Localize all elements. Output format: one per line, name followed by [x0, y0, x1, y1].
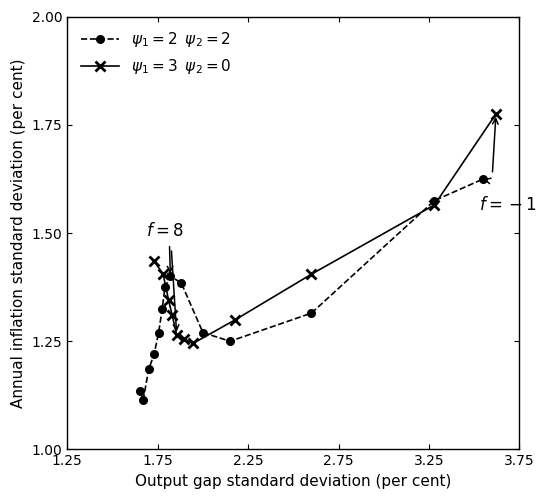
$\psi_1 = 2 \;\; \psi_2 = 2$ — [178, 280, 185, 286]
$\psi_1 = 3 \;\; \psi_2 = 0$ — [165, 297, 172, 303]
$\psi_1 = 3 \;\; \psi_2 = 0$ — [232, 316, 239, 322]
$\psi_1 = 3 \;\; \psi_2 = 0$ — [180, 336, 187, 342]
$\psi_1 = 2 \;\; \psi_2 = 2$ — [140, 396, 146, 402]
$\psi_1 = 2 \;\; \psi_2 = 2$ — [145, 366, 152, 372]
Text: $f = -1$: $f = -1$ — [478, 196, 537, 214]
$\psi_1 = 3 \;\; \psi_2 = 0$ — [169, 312, 175, 318]
$\psi_1 = 2 \;\; \psi_2 = 2$ — [480, 176, 487, 182]
$\psi_1 = 2 \;\; \psi_2 = 2$ — [151, 351, 157, 357]
$\psi_1 = 2 \;\; \psi_2 = 2$ — [162, 284, 168, 290]
Text: $f = 8$: $f = 8$ — [146, 222, 184, 240]
$\psi_1 = 3 \;\; \psi_2 = 0$ — [493, 111, 499, 117]
$\psi_1 = 2 \;\; \psi_2 = 2$ — [136, 388, 143, 394]
$\psi_1 = 3 \;\; \psi_2 = 0$ — [151, 258, 157, 264]
Legend: $\psi_1 = 2 \;\; \psi_2 = 2$, $\psi_1 = 3 \;\; \psi_2 = 0$: $\psi_1 = 2 \;\; \psi_2 = 2$, $\psi_1 = … — [75, 24, 238, 82]
X-axis label: Output gap standard deviation (per cent): Output gap standard deviation (per cent) — [135, 474, 452, 489]
Line: $\psi_1 = 3 \;\; \psi_2 = 0$: $\psi_1 = 3 \;\; \psi_2 = 0$ — [149, 109, 501, 348]
$\psi_1 = 2 \;\; \psi_2 = 2$ — [227, 338, 233, 344]
$\psi_1 = 3 \;\; \psi_2 = 0$ — [308, 271, 315, 277]
$\psi_1 = 3 \;\; \psi_2 = 0$ — [160, 271, 167, 277]
$\psi_1 = 2 \;\; \psi_2 = 2$ — [159, 306, 166, 312]
$\psi_1 = 3 \;\; \psi_2 = 0$ — [173, 332, 180, 338]
$\psi_1 = 2 \;\; \psi_2 = 2$ — [167, 274, 174, 280]
$\psi_1 = 2 \;\; \psi_2 = 2$ — [308, 310, 315, 316]
$\psi_1 = 2 \;\; \psi_2 = 2$ — [200, 330, 206, 336]
$\psi_1 = 3 \;\; \psi_2 = 0$ — [431, 202, 438, 208]
Line: $\psi_1 = 2 \;\; \psi_2 = 2$: $\psi_1 = 2 \;\; \psi_2 = 2$ — [136, 175, 487, 404]
Y-axis label: Annual inflation standard deviation (per cent): Annual inflation standard deviation (per… — [11, 58, 26, 408]
$\psi_1 = 3 \;\; \psi_2 = 0$ — [190, 340, 196, 346]
$\psi_1 = 2 \;\; \psi_2 = 2$ — [431, 198, 438, 203]
$\psi_1 = 2 \;\; \psi_2 = 2$ — [155, 330, 162, 336]
